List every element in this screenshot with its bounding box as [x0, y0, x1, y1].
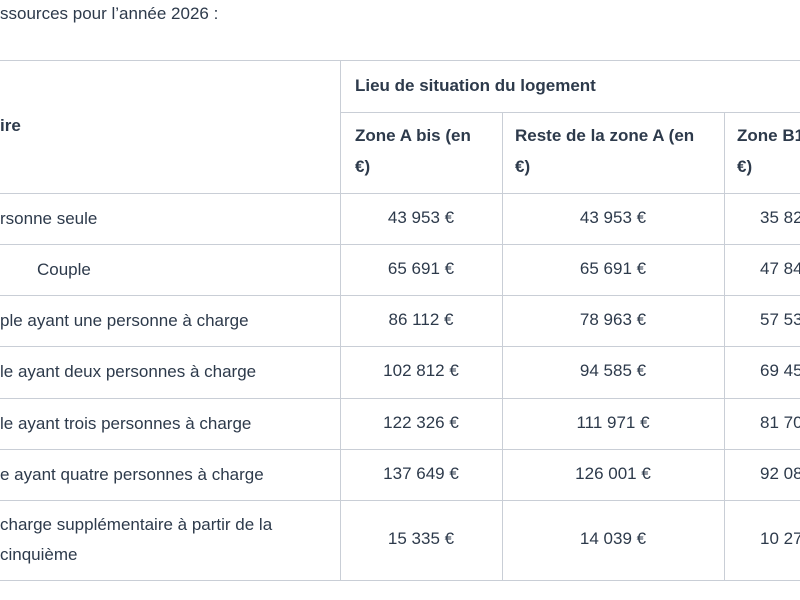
rule [0, 193, 800, 194]
rule [0, 398, 800, 399]
row-label: ple ayant une personne à charge [0, 310, 249, 330]
column-header: Zone A bis (en [355, 126, 471, 145]
rule [0, 60, 800, 61]
cell-value: 14 039 € [579, 529, 647, 548]
cell-value: 57 53 [760, 309, 800, 329]
cell-value: 69 45 [760, 361, 800, 380]
cell-value: 92 08 [760, 463, 800, 483]
column-header: Zone B1 [737, 126, 800, 145]
rule [0, 500, 800, 501]
row-header: ire [0, 116, 21, 135]
intro-text: ssources pour l’année 2026 : [0, 4, 219, 23]
column-header: Reste de la zone A (en [515, 126, 695, 145]
row-label: rsonne seule [0, 208, 98, 228]
group-header: Lieu de situation du logement [355, 76, 596, 95]
cell-value: 86 112 € [388, 309, 454, 329]
cell-value: 15 335 € [387, 529, 455, 548]
cell-value: 65 691 € [579, 258, 647, 278]
row-label: charge supplémentaire à partir de la cin… [0, 515, 273, 564]
rule [724, 112, 725, 580]
row-label: le ayant trois personnes à charge [0, 413, 252, 433]
row-label: e ayant quatre personnes à charge [0, 464, 264, 484]
rule [0, 295, 800, 296]
cell-value: 137 649 € [383, 463, 459, 483]
cell-value: 47 84 [760, 258, 800, 278]
rule [0, 346, 800, 347]
column-header: €) [515, 157, 531, 176]
rule [0, 580, 800, 581]
rule [0, 449, 800, 450]
cell-value: 43 953 € [387, 207, 455, 227]
cell-value: 126 001 € [575, 463, 651, 483]
row-label: Couple [37, 259, 91, 279]
rule [502, 112, 503, 580]
column-header: €) [737, 157, 753, 176]
rule [0, 244, 800, 245]
cell-value: 78 963 € [579, 309, 647, 329]
rule [340, 60, 341, 580]
row-label: le ayant deux personnes à charge [0, 362, 257, 381]
cell-value: 65 691 € [387, 258, 455, 278]
cell-value: 102 812 € [383, 361, 459, 380]
cell-value: 10 27 [760, 529, 800, 548]
column-header: €) [355, 157, 371, 176]
cell-value: 122 326 € [383, 412, 459, 432]
cell-value: 43 953 € [579, 207, 647, 227]
cell-value: 94 585 € [579, 361, 647, 380]
cell-value: 81 70 [760, 412, 800, 432]
cell-value: 111 971 € [576, 412, 650, 432]
cell-value: 35 82 [760, 207, 800, 227]
rule [340, 112, 800, 113]
